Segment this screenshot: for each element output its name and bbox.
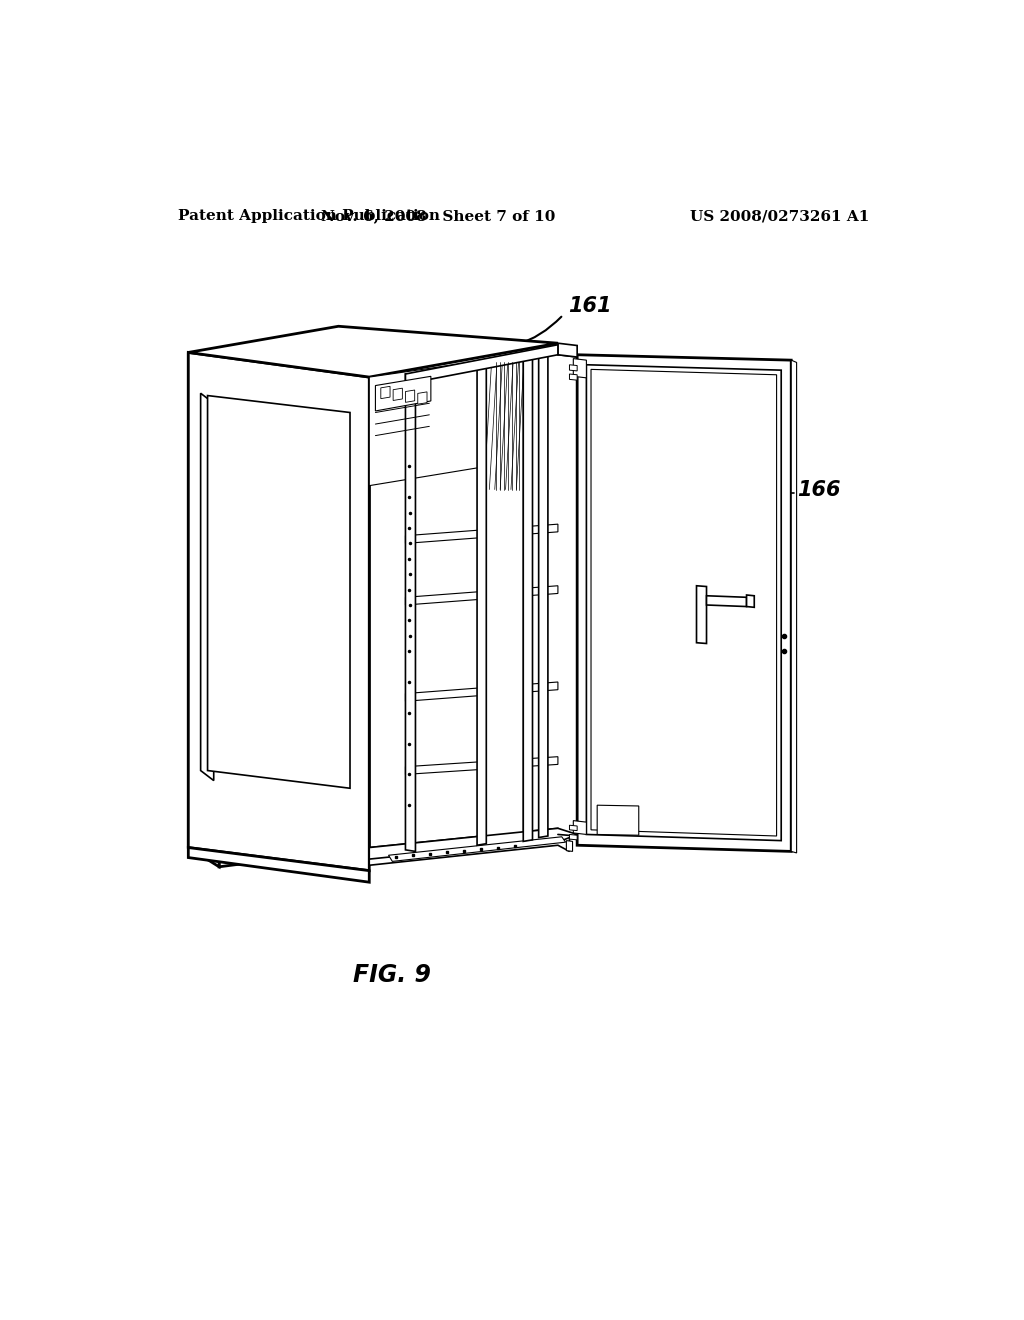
Polygon shape (578, 355, 792, 851)
Polygon shape (477, 362, 486, 845)
Text: US 2008/0273261 A1: US 2008/0273261 A1 (690, 209, 869, 223)
Polygon shape (573, 821, 587, 834)
Polygon shape (188, 330, 370, 372)
Polygon shape (746, 595, 755, 607)
Polygon shape (188, 847, 370, 882)
Polygon shape (188, 355, 219, 867)
Polygon shape (388, 837, 565, 862)
Polygon shape (569, 374, 578, 380)
Polygon shape (406, 586, 558, 605)
Polygon shape (792, 360, 797, 853)
Polygon shape (523, 351, 532, 841)
Polygon shape (406, 374, 416, 851)
Polygon shape (707, 595, 746, 607)
Polygon shape (406, 389, 415, 403)
Text: 166: 166 (797, 479, 840, 499)
Polygon shape (381, 387, 390, 399)
Polygon shape (418, 392, 427, 404)
Polygon shape (569, 834, 578, 840)
Polygon shape (202, 397, 208, 774)
Text: 161: 161 (568, 296, 611, 317)
Polygon shape (370, 360, 486, 486)
Polygon shape (393, 388, 402, 400)
Text: Patent Application Publication: Patent Application Publication (178, 209, 440, 223)
Polygon shape (406, 682, 558, 701)
Polygon shape (597, 805, 639, 836)
Polygon shape (486, 352, 523, 845)
Polygon shape (376, 376, 431, 411)
Polygon shape (201, 393, 214, 780)
Polygon shape (406, 345, 558, 384)
Polygon shape (573, 359, 587, 378)
Polygon shape (219, 347, 370, 867)
Polygon shape (208, 396, 350, 788)
Polygon shape (566, 841, 572, 851)
Polygon shape (587, 364, 781, 841)
Polygon shape (406, 756, 558, 775)
Polygon shape (696, 586, 707, 644)
Polygon shape (188, 326, 558, 378)
Polygon shape (370, 829, 569, 866)
Polygon shape (539, 348, 548, 838)
Text: FIG. 9: FIG. 9 (353, 962, 431, 986)
Polygon shape (406, 524, 558, 544)
Polygon shape (370, 829, 578, 859)
Polygon shape (591, 370, 776, 836)
Polygon shape (569, 825, 578, 830)
Polygon shape (569, 364, 578, 371)
Polygon shape (558, 343, 578, 358)
Text: Nov. 6, 2008   Sheet 7 of 10: Nov. 6, 2008 Sheet 7 of 10 (322, 209, 556, 223)
Polygon shape (188, 352, 370, 871)
